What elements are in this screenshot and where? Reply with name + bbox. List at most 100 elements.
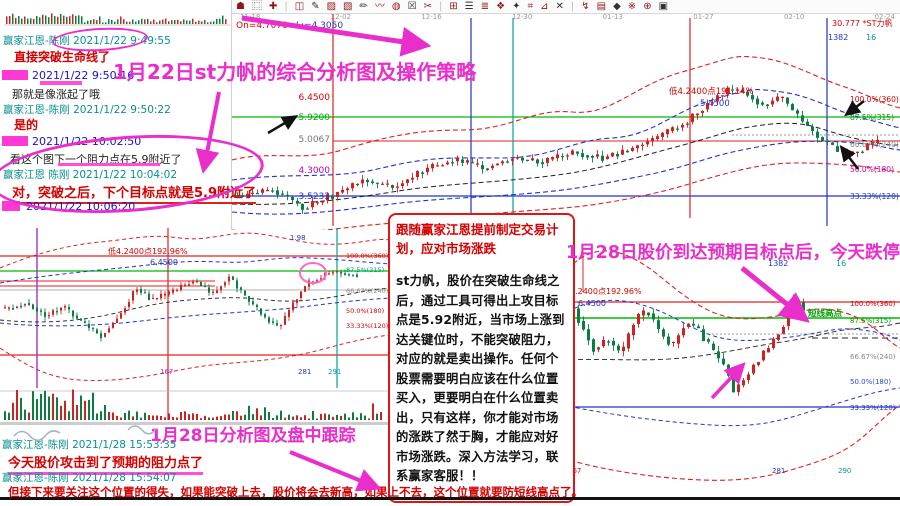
chat-message: 今天股价攻击到了预期的阻力点了 [8, 452, 204, 475]
chat-message: 看这个图下一个阻力点在5.9附近了 [10, 153, 182, 166]
bar-count-label: 167 [160, 368, 173, 376]
gann-pct-label: 33.33%(120) [850, 404, 896, 412]
bar-count-label: 281 [298, 368, 311, 376]
volume-bars [4, 389, 382, 420]
annotation-headline-jan22: 1月22日st力帆的综合分析图及操作策略 [113, 60, 477, 84]
chat-message: 对，突破之后，下个目标点就是5.9附近了 [12, 182, 257, 204]
chat-sender: 赢家江恩 陈刚 2021/1/22 10:04:02 [3, 169, 178, 181]
toolbar-icon-13[interactable]: ☰ [464, 0, 474, 12]
toolbar-icon-1[interactable]: ⿴ [251, 0, 262, 12]
toolbar-icon-10[interactable]: ☒ [407, 0, 417, 12]
toolbar-icon-19[interactable]: ✕ [555, 0, 564, 12]
toolbar-icon-8[interactable]: 〰 [374, 0, 385, 12]
candlesticks [4, 269, 358, 342]
date-tick: 02-10 [783, 13, 805, 21]
toolbar-icon-4[interactable]: ✎ [311, 0, 320, 12]
pink-underline [40, 81, 82, 85]
pink-underline [58, 163, 160, 166]
gann-pct-label: 100.0%(360) [346, 252, 388, 260]
chat-message: 那就是像涨起了哦 [12, 88, 100, 101]
gann-pct-label: 87.5%(315) [850, 317, 891, 325]
toolbar-icon-16[interactable]: ✦ [512, 0, 521, 12]
censored-username [2, 136, 28, 146]
chat-sender: 赢家江恩-陈刚 2021/1/28 15:53:35 [2, 439, 177, 451]
toolbar-icon-6[interactable]: ▧ [343, 0, 353, 12]
toolbar-separator: | [284, 1, 288, 12]
date-tick: 01-27 [693, 13, 714, 21]
volume-label: 16 [866, 33, 876, 42]
chat-sender: 赢家江恩-陈刚 2021/1/28 15:54:07 [2, 472, 177, 484]
annotation-headline-jan28-track: 1月28日分析图及盘中跟踪 [150, 426, 356, 446]
gann-pct-label: 33.33%(120) [850, 192, 899, 201]
chat-sender: 赢家江恩-陈刚 2021/1/22 9:50:22 [3, 104, 171, 116]
toolbar-icon-18[interactable]: ⊿ [540, 0, 549, 12]
bar-count-label: 291 [328, 368, 341, 376]
symbol-label: 30.777 *ST力帆 [832, 18, 893, 28]
grid-lines [0, 228, 390, 420]
toolbar-icon-14[interactable]: ≣ [480, 0, 490, 12]
envelope-curves [0, 232, 390, 382]
toolbar-icon-23[interactable]: ※ [627, 0, 637, 12]
gann-pct-label: 87.5%(315) [850, 113, 894, 122]
gann-pct-label: 50.0%(180) [850, 378, 891, 386]
chat-sender: 赢家江恩-陈刚 2021/1/22 9:49:55 [3, 35, 171, 47]
followup-kline-chart[interactable]: 低4.2400点192.96% 6.4500 短线高点 1382 16 167 … [562, 230, 900, 500]
toolbar-separator: | [438, 1, 443, 12]
tick-label: 1.98 [290, 234, 306, 242]
note-title: 跟随赢家江恩提前制定交易计划，应对市场涨跌 [396, 222, 559, 256]
chat-timestamp: 2021/1/22 10:06:20 [26, 200, 136, 213]
chat-timestamp: 2021/1/22 9:50:16 [32, 69, 135, 82]
chat-message: 但接下来要关注这个位置的得失，如果能突破上去，股价将会去新高，如果上不去，这个位… [8, 485, 583, 499]
circle-annotation-date [51, 25, 149, 54]
gann-pct-label: 100.0%(360) [850, 95, 899, 104]
toolbar-icon-7[interactable]: ✏ [359, 0, 368, 12]
arrow-to-bottom-message [289, 450, 382, 492]
toolbar-icon-17[interactable]: ⌗ [527, 0, 534, 12]
toolbar-icon-11[interactable]: ✂ [423, 0, 432, 12]
price-label: 5.9200 [299, 113, 331, 123]
toolbar-icon-3[interactable]: ◫ [294, 0, 305, 12]
scrollbar-track[interactable] [0, 422, 390, 425]
gann-pct-label: 66.67%(240) [346, 287, 388, 295]
price-label: 4.3000 [299, 166, 331, 176]
analysis-kline-chart[interactable]: 低4.2400点192.96% 6.4500 1.98 167 281 291 … [0, 228, 390, 425]
bar-count-label: 290 [838, 467, 851, 475]
gann-pct-label: 50.0%(180) [850, 165, 894, 174]
toolbar-icon-12[interactable]: ⊞ [449, 0, 458, 12]
date-tick: 01-13 [602, 13, 623, 21]
short-high-label: 短线高点 [808, 308, 843, 319]
daily-kline-chart[interactable]: On=4.7070 L:=4.3050 6.4500 5.9200 5.0067… [232, 12, 900, 230]
toolbar-icon-0[interactable]: ☗ [236, 0, 245, 12]
toolbar-icon-2[interactable]: ✚ [268, 0, 278, 12]
gann-pct-label: 66.67%(240) [850, 353, 896, 361]
toolbar-icon-20[interactable]: ↯ [581, 0, 590, 12]
gann-pct-label: 33.33%(120) [346, 322, 388, 330]
window-divider [231, 0, 232, 230]
open-info: On=4.7070 [236, 21, 288, 31]
censored-username [2, 201, 20, 211]
toolbar-icon-15[interactable]: ❖ [496, 0, 506, 12]
gann-pct-label: 50.0%(180) [346, 307, 384, 315]
chat-message: 是的 [14, 118, 39, 132]
toolbar-icon-22[interactable]: ◆ [613, 0, 621, 12]
toolbar-icon-24[interactable]: ⊕ [643, 0, 652, 12]
toolbar-icon-25[interactable]: ▣ [658, 0, 669, 12]
toolbar-icon-9[interactable]: ◍ [391, 0, 401, 12]
price-label: 5.0067 [299, 135, 331, 145]
gann-point-label: 低4.2400点192.96% [562, 286, 642, 296]
toolbar-icon-5[interactable]: ▨ [326, 0, 337, 12]
gann-point-label: 低4.2400点192.96% [108, 246, 188, 256]
gann-pct-label: 87.5%(315) [346, 266, 384, 274]
date-tick: 12-16 [421, 13, 442, 21]
gann-price-label: 5.4500 [700, 99, 730, 109]
toolbar-icon-21[interactable]: ▤ [596, 0, 607, 12]
gann-pct-label: 66.67%(240) [850, 140, 899, 149]
bar-count-label: 281 [772, 467, 785, 475]
note-body: st力帆，股价在突破生命线之后，通过工具可得出上攻目标点是5.92附近，当市场上… [396, 274, 565, 483]
chat-timestamp: 2021/1/22 10:02:50 [32, 135, 142, 148]
volume-label: 16 [836, 259, 846, 268]
price-label: 6.4500 [299, 93, 331, 103]
envelope-curves [232, 56, 900, 230]
chat-message: 直接突破生命线了 [14, 50, 111, 64]
